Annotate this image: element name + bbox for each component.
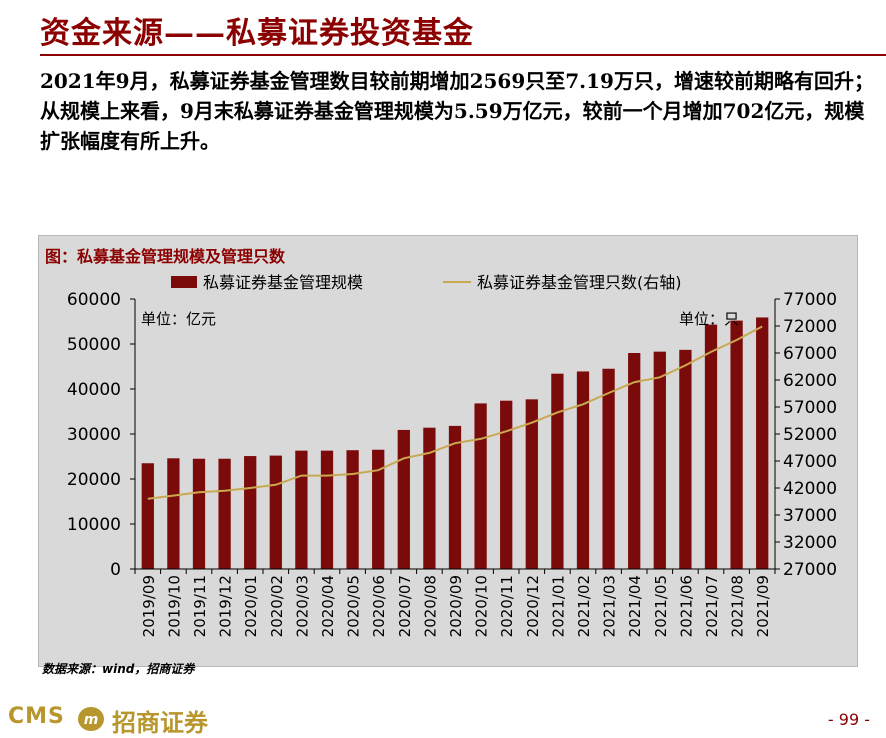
bar-2021/04 bbox=[628, 353, 641, 569]
legend-bar-label: 私募证券基金管理规模 bbox=[203, 273, 363, 292]
x-tick-label: 2020/01 bbox=[242, 575, 260, 637]
x-tick-label: 2021/06 bbox=[677, 575, 695, 637]
bar-2021/06 bbox=[679, 349, 692, 569]
bar-2019/10 bbox=[167, 458, 180, 569]
bar-2021/02 bbox=[576, 371, 590, 569]
left-tick-label: 60000 bbox=[67, 290, 121, 310]
legend-line-label: 私募证券基金管理只数(右轴) bbox=[477, 273, 682, 292]
x-tick-label: 2020/10 bbox=[473, 575, 491, 637]
x-tick-label: 2020/11 bbox=[498, 575, 516, 637]
x-tick-label: 2021/08 bbox=[729, 575, 747, 637]
x-tick-label: 2020/08 bbox=[421, 575, 439, 637]
legend: 私募证券基金管理规模 私募证券基金管理只数(右轴) bbox=[171, 273, 682, 292]
bar-2020/01 bbox=[244, 456, 257, 569]
x-tick-label: 2020/09 bbox=[447, 575, 465, 637]
data-source: 数据来源：wind，招商证券 bbox=[42, 662, 195, 676]
page-number: - 99 - bbox=[827, 710, 870, 729]
x-tick-label: 2021/07 bbox=[703, 575, 721, 637]
bar-2020/04 bbox=[320, 450, 334, 569]
right-unit-label: 单位：只 bbox=[679, 310, 739, 328]
left-tick-label: 30000 bbox=[67, 425, 121, 445]
bar-2020/02 bbox=[269, 455, 282, 569]
x-tick-label: 2020/12 bbox=[524, 575, 542, 637]
right-tick-label: 67000 bbox=[783, 344, 837, 364]
bar-2020/07 bbox=[397, 429, 410, 569]
x-tick-label: 2021/04 bbox=[626, 575, 644, 637]
cms-logo-mark: m bbox=[78, 707, 104, 731]
bar-2020/09 bbox=[448, 425, 462, 569]
x-tick-label: 2019/09 bbox=[140, 575, 158, 637]
bar-2020/05 bbox=[346, 450, 359, 569]
bar-2020/12 bbox=[525, 399, 538, 569]
title-divider bbox=[40, 54, 886, 56]
x-tick-label: 2021/01 bbox=[549, 575, 567, 637]
x-tick-label: 2021/03 bbox=[601, 575, 619, 637]
bar-2020/08 bbox=[423, 427, 436, 569]
bar-2021/01 bbox=[551, 373, 564, 569]
bar-2019/09 bbox=[141, 463, 154, 569]
bar-2021/05 bbox=[653, 351, 666, 569]
bar-2021/03 bbox=[602, 368, 615, 569]
left-tick-label: 50000 bbox=[67, 335, 121, 355]
chart-title: 图：私募基金管理规模及管理只数 bbox=[45, 247, 286, 266]
x-tick-label: 2019/11 bbox=[191, 575, 209, 637]
x-tick-label: 2020/05 bbox=[345, 575, 363, 637]
bar-series bbox=[141, 317, 769, 569]
x-tick-label: 2019/12 bbox=[217, 575, 235, 637]
bar-2019/12 bbox=[218, 458, 231, 569]
left-tick-label: 10000 bbox=[67, 515, 121, 535]
right-tick-label: 32000 bbox=[783, 533, 837, 553]
axes: 0 10000 20000 30000 40000 50000 60000 27000 3200… bbox=[67, 290, 837, 637]
x-tick-label: 2021/02 bbox=[575, 575, 593, 637]
x-tick-label: 2019/10 bbox=[165, 575, 183, 637]
summary-paragraph: 2021年9月，私募证券基金管理数目较前期增加2569只至7.19万只，增速较前… bbox=[40, 69, 874, 153]
left-unit-label: 单位：亿元 bbox=[141, 310, 216, 328]
left-tick-label: 0 bbox=[110, 560, 121, 580]
count-line bbox=[147, 325, 763, 500]
logo-mark-shape bbox=[78, 707, 104, 731]
x-tick-label: 2020/02 bbox=[268, 575, 286, 637]
bar-2021/07 bbox=[704, 324, 718, 569]
right-tick-label: 77000 bbox=[783, 290, 837, 310]
x-tick-label: 2020/07 bbox=[396, 575, 414, 637]
right-tick-label: 42000 bbox=[783, 479, 837, 499]
slide-title: 资金来源——私募证券投资基金 bbox=[40, 16, 474, 51]
right-tick-label: 47000 bbox=[783, 452, 837, 472]
bar-2020/03 bbox=[295, 450, 308, 569]
right-tick-label: 52000 bbox=[783, 425, 837, 445]
x-tick-label: 2020/04 bbox=[319, 575, 337, 637]
right-tick-label: 57000 bbox=[783, 398, 837, 418]
legend-bar-swatch bbox=[171, 276, 197, 288]
bar-2021/09 bbox=[756, 317, 769, 569]
right-tick-label: 72000 bbox=[783, 317, 837, 337]
chart-svg: 0 10000 20000 30000 40000 50000 60000 27000 3200… bbox=[67, 273, 837, 637]
x-tick-label: 2021/05 bbox=[652, 575, 670, 637]
right-tick-label: 37000 bbox=[783, 506, 837, 526]
bar-2021/08 bbox=[730, 320, 743, 569]
right-tick-label: 27000 bbox=[783, 560, 837, 580]
logo-mark-glyph: m bbox=[84, 712, 99, 728]
bar-2020/11 bbox=[500, 400, 513, 569]
bar-2020/10 bbox=[474, 403, 487, 569]
summary-text: 2021年9月，私募证券基金管理数目较前期增加2569只至7.19万只，增速较前… bbox=[40, 66, 880, 156]
line-series bbox=[147, 325, 763, 500]
right-tick-label: 62000 bbox=[783, 371, 837, 391]
cms-logo: CMS bbox=[8, 704, 65, 729]
left-tick-label: 20000 bbox=[67, 470, 121, 490]
x-tick-label: 2021/09 bbox=[754, 575, 772, 637]
chart-panel: 图：私募基金管理规模及管理只数 0 10000 20000 30000 40000 500… bbox=[38, 235, 858, 667]
bar-2019/11 bbox=[192, 458, 206, 569]
x-tick-label: 2020/03 bbox=[293, 575, 311, 637]
bar-2020/06 bbox=[372, 449, 385, 569]
company-name: 招商证券 bbox=[112, 709, 208, 737]
x-tick-label: 2020/06 bbox=[370, 575, 388, 637]
left-tick-label: 40000 bbox=[67, 380, 121, 400]
